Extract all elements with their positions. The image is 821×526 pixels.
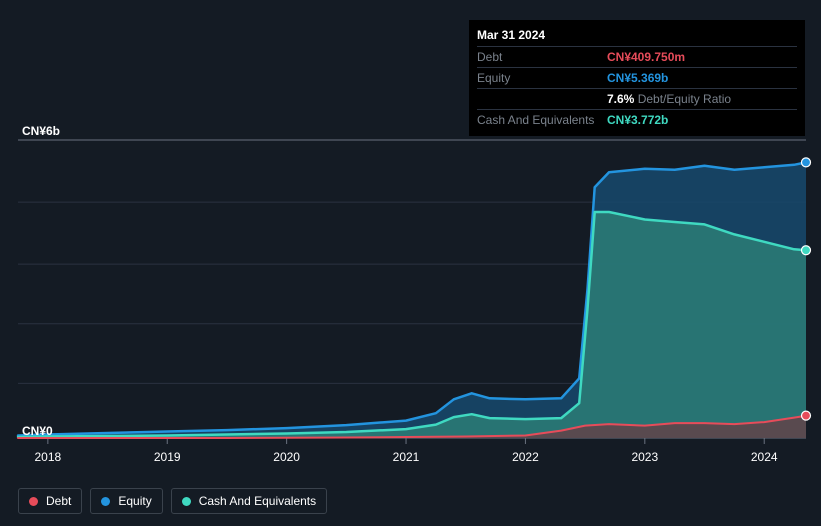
x-axis-label: 2021	[393, 450, 420, 464]
chart-tooltip: Mar 31 2024 Debt CN¥409.750m Equity CN¥5…	[469, 20, 805, 136]
tooltip-label: Equity	[477, 71, 607, 85]
legend-label: Debt	[46, 494, 71, 508]
legend-item-cash[interactable]: Cash And Equivalents	[171, 488, 327, 514]
legend-label: Equity	[118, 494, 151, 508]
tooltip-label	[477, 92, 607, 106]
chart-svg	[0, 120, 821, 480]
tooltip-label: Debt	[477, 50, 607, 64]
legend-label: Cash And Equivalents	[199, 494, 316, 508]
legend: Debt Equity Cash And Equivalents	[18, 488, 327, 514]
tooltip-date: Mar 31 2024	[477, 24, 797, 47]
x-axis-label: 2019	[154, 450, 181, 464]
tooltip-value-debt: CN¥409.750m	[607, 50, 685, 64]
y-axis-label-max: CN¥6b	[22, 124, 60, 138]
x-axis-label: 2024	[751, 450, 778, 464]
x-axis-label: 2023	[631, 450, 658, 464]
x-axis-label: 2022	[512, 450, 539, 464]
x-axis-label: 2020	[273, 450, 300, 464]
legend-dot-cash-icon	[182, 497, 191, 506]
legend-dot-equity-icon	[101, 497, 110, 506]
tooltip-row-debt: Debt CN¥409.750m	[477, 47, 797, 68]
chart-area[interactable]: CN¥6b CN¥0 2018 2019 2020 2021 2022 2023 2024	[0, 120, 821, 480]
ratio-number: 7.6%	[607, 92, 634, 106]
legend-item-debt[interactable]: Debt	[18, 488, 82, 514]
tooltip-value-equity: CN¥5.369b	[607, 71, 668, 85]
tooltip-row-ratio: 7.6% Debt/Equity Ratio	[477, 89, 797, 110]
legend-item-equity[interactable]: Equity	[90, 488, 162, 514]
y-axis-label-zero: CN¥0	[22, 424, 53, 438]
tooltip-row-equity: Equity CN¥5.369b	[477, 68, 797, 89]
tooltip-value-ratio: 7.6% Debt/Equity Ratio	[607, 92, 731, 106]
x-axis-label: 2018	[34, 450, 61, 464]
legend-dot-debt-icon	[29, 497, 38, 506]
ratio-text: Debt/Equity Ratio	[634, 92, 731, 106]
